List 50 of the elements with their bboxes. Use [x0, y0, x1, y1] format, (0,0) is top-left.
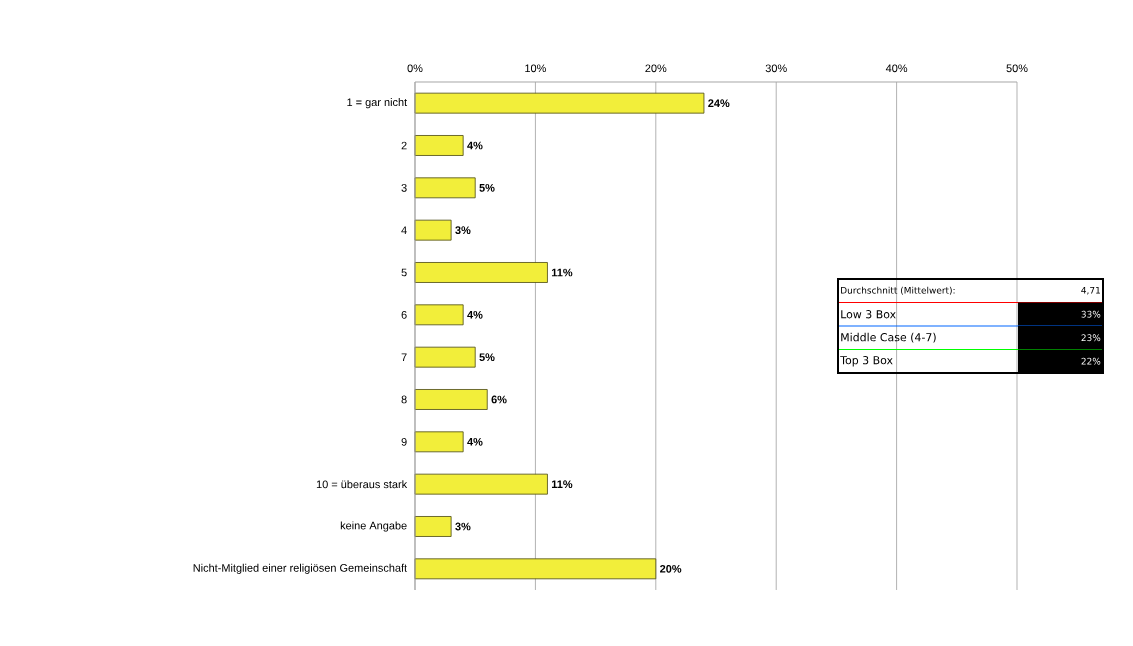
data-label: 20% [660, 564, 682, 573]
x-tick-label: 40% [885, 64, 908, 73]
annotation: Top 3 Box [840, 356, 893, 367]
data-label: 11% [551, 268, 573, 277]
bar [414, 92, 705, 114]
annotation: Middle Case (4-7) [841, 332, 936, 343]
bar [414, 262, 548, 283]
y-tick-label: 8 [401, 395, 407, 404]
data-label: 4% [467, 310, 483, 319]
x-tick-label: 10% [525, 64, 546, 73]
y-tick-label: 1 = gar nicht [347, 98, 408, 109]
x-tick-label: 50% [1006, 64, 1028, 73]
data-label: 5% [479, 183, 495, 192]
bar [414, 431, 464, 453]
data-label: 5% [479, 353, 495, 362]
y-tick-label: keine Angabe [340, 521, 407, 532]
bar [414, 346, 476, 368]
y-tick-label: 3 [401, 183, 407, 192]
y-tick-label: 6 [401, 310, 407, 319]
data-label: 4% [467, 141, 483, 150]
x-tick-label: 30% [765, 64, 787, 73]
data-label: 6% [491, 395, 507, 404]
y-tick-label: 4 [401, 226, 407, 234]
annotation: Low 3 Box [841, 310, 896, 319]
x-tick-label: 20% [645, 64, 667, 73]
data-label: 11% [551, 480, 573, 488]
data-label: 4% [467, 437, 483, 446]
data-label: 24% [708, 99, 730, 108]
text: 4,71 [1081, 286, 1100, 295]
y-tick-label: 2 [401, 141, 407, 150]
bar [414, 473, 548, 495]
y-tick-label: 9 [401, 437, 407, 446]
text: 22% [1081, 357, 1101, 365]
bar [414, 389, 488, 410]
bar [414, 558, 657, 580]
y-tick-label: 7 [401, 353, 407, 361]
bar [414, 516, 452, 537]
bar [414, 177, 476, 199]
data-label: 3% [455, 226, 471, 235]
data-label: 3% [455, 522, 471, 531]
y-tick-label: 10 = überaus stark [316, 480, 408, 489]
annotation: Durchschnitt (Mittelwert): [841, 286, 955, 295]
y-tick-label: Nicht-Mitglied einer religiösen Gemeinschaft [193, 563, 408, 574]
bar [414, 219, 452, 241]
y-tick-label: 5 [401, 268, 407, 277]
bar [414, 304, 464, 326]
bar [414, 135, 464, 156]
x-tick-label: 0% [407, 64, 423, 73]
text: 33% [1081, 310, 1101, 318]
text: 23% [1081, 334, 1101, 342]
